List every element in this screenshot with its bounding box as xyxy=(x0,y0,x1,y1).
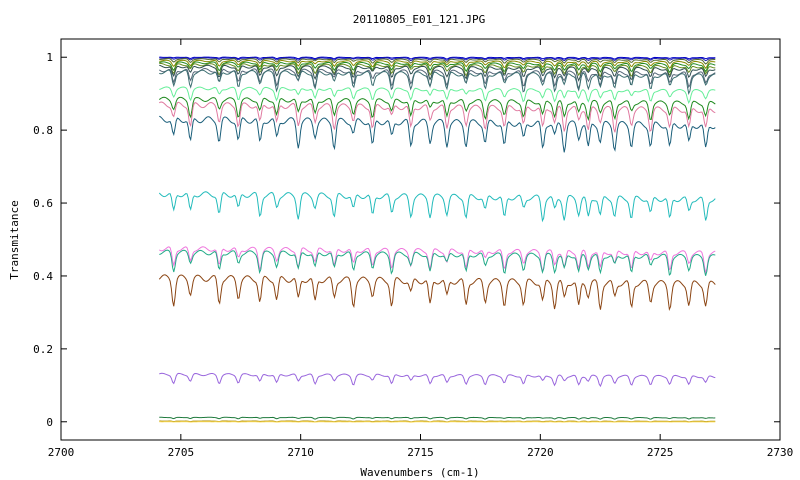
y-tick-label: 0.4 xyxy=(33,270,53,283)
plot-frame xyxy=(60,38,781,441)
y-axis: 0 0.2 0.4 0.6 0.8 1 xyxy=(33,51,780,429)
y-tick-label: 1 xyxy=(46,51,53,64)
x-axis-label: Wavenumbers (cm-1) xyxy=(360,466,479,479)
series-line xyxy=(159,69,716,95)
series-line xyxy=(159,420,716,423)
x-tick-label: 2720 xyxy=(527,446,554,459)
series-line xyxy=(159,86,716,105)
x-axis: 2700 2705 2710 2715 2720 2725 2730 xyxy=(48,39,794,459)
y-tick-label: 0.8 xyxy=(33,124,53,137)
series-line xyxy=(159,249,716,276)
chart-title: 20110805_E01_121.JPG xyxy=(353,13,485,26)
series-line xyxy=(159,115,716,153)
series-line xyxy=(158,68,716,91)
series-line xyxy=(159,246,716,275)
y-axis-label: Transmitance xyxy=(8,200,21,279)
series-line xyxy=(159,57,716,62)
series-line xyxy=(159,372,716,388)
series-line xyxy=(159,59,716,69)
series-layer xyxy=(158,56,716,423)
series-line xyxy=(159,56,716,60)
x-tick-label: 2705 xyxy=(168,446,195,459)
series-line xyxy=(158,96,716,122)
y-tick-label: 0.2 xyxy=(33,343,53,356)
x-tick-label: 2700 xyxy=(48,446,75,459)
x-tick-label: 2730 xyxy=(767,446,794,459)
series-line xyxy=(159,416,716,420)
series-line xyxy=(158,191,716,223)
y-tick-label: 0.6 xyxy=(33,197,53,210)
series-line xyxy=(159,62,716,78)
series-line xyxy=(158,274,716,312)
x-tick-label: 2715 xyxy=(407,446,434,459)
series-line xyxy=(159,61,716,73)
series-line xyxy=(159,58,716,65)
series-line xyxy=(159,101,716,133)
y-tick-label: 0 xyxy=(46,416,53,429)
series-line xyxy=(159,64,716,82)
x-tick-label: 2710 xyxy=(287,446,314,459)
x-tick-label: 2725 xyxy=(647,446,674,459)
